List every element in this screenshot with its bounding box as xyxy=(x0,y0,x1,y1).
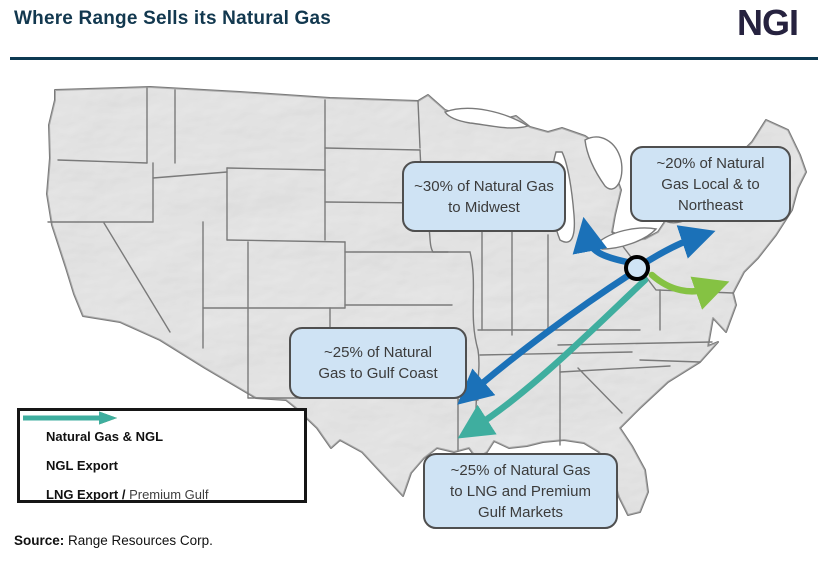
callout-northeast: ~20% of Natural Gas Local & to Northeast xyxy=(630,146,791,222)
callout-lng-premium-gulf: ~25% of Natural Gas to LNG and Premium G… xyxy=(423,453,618,529)
ngi-logo: NGI xyxy=(736,2,799,43)
legend-item-lng-export: LNG Export / Premium Gulf xyxy=(23,411,304,509)
page-title: Where Range Sells its Natural Gas xyxy=(14,8,332,29)
origin-marker xyxy=(624,255,650,281)
legend-label-ngl-export: NGL Export xyxy=(46,458,118,473)
source-text: Range Resources Corp. xyxy=(64,533,213,548)
source-label: Source: xyxy=(14,533,65,548)
callout-gulf-coast: ~25% of Natural Gas to Gulf Coast xyxy=(289,327,467,399)
header-divider xyxy=(10,57,818,60)
arrow-lng-premium-gulf xyxy=(457,276,649,439)
legend-label-natural-gas: Natural Gas & NGL xyxy=(46,429,164,444)
map-legend: Natural Gas & NGL NGL Export LNG Export … xyxy=(17,408,307,503)
source-note: Source: Range Resources Corp. xyxy=(14,533,213,548)
lake-superior xyxy=(443,107,530,129)
legend-label-lng-regular: Premium Gulf xyxy=(129,487,209,502)
state-boundaries xyxy=(47,87,734,451)
legend-item-natural-gas: Natural Gas & NGL xyxy=(23,411,304,451)
legend-item-ngl-export: NGL Export xyxy=(23,411,304,480)
legend-label-lng-bold: LNG Export / xyxy=(46,487,130,502)
lake-erie xyxy=(599,227,658,250)
arrow-gas-to-northeast xyxy=(644,225,716,265)
legend-label-lng-export: LNG Export / Premium Gulf xyxy=(46,487,209,502)
legend-arrow-teal-icon xyxy=(23,411,117,425)
arrow-gas-to-gulf-coast xyxy=(457,271,633,405)
arrow-gas-to-midwest xyxy=(572,216,631,266)
arrow-ngl-export xyxy=(648,271,730,310)
lake-huron xyxy=(584,136,623,190)
flow-arrows xyxy=(457,216,730,439)
callout-midwest: ~30% of Natural Gas to Midwest xyxy=(402,161,566,232)
